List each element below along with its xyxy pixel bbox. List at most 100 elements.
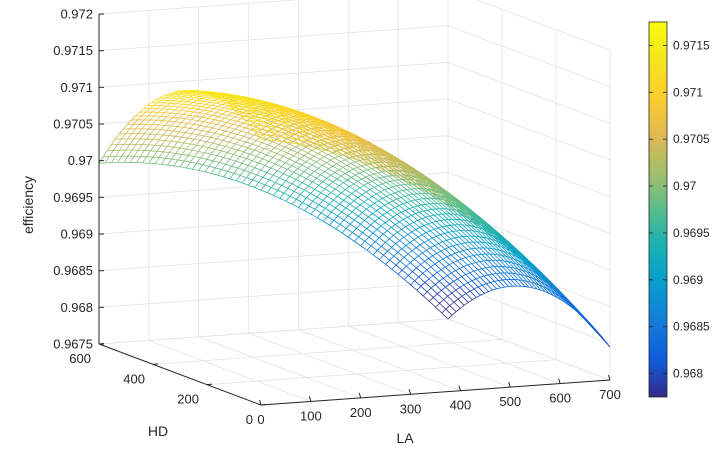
- mesh-line: [236, 102, 243, 105]
- mesh-line: [491, 238, 496, 242]
- mesh-line: [451, 209, 457, 211]
- mesh-line: [180, 107, 186, 111]
- mesh-line: [458, 251, 466, 258]
- mesh-line: [167, 158, 172, 166]
- x-axis-line: [260, 379, 611, 406]
- mesh-line: [472, 297, 477, 301]
- mesh-line: [368, 232, 374, 238]
- mesh-line: [341, 228, 347, 234]
- mesh-line: [350, 136, 355, 139]
- mesh-line: [399, 161, 404, 165]
- mesh-line: [456, 244, 464, 251]
- mesh-line: [377, 171, 383, 174]
- mesh-line: [313, 142, 321, 147]
- mesh-line: [178, 114, 184, 119]
- mesh-line: [443, 275, 448, 279]
- mesh-line: [432, 235, 437, 239]
- mesh-line: [480, 219, 485, 223]
- mesh-line: [282, 117, 287, 120]
- mesh-line: [348, 156, 354, 159]
- mesh-line: [464, 219, 471, 227]
- mesh-line: [459, 304, 465, 309]
- mesh-line: [299, 155, 304, 160]
- mesh-line: [321, 138, 326, 141]
- mesh-line: [152, 151, 158, 158]
- mesh-line: [357, 167, 364, 172]
- mesh-line: [332, 150, 337, 154]
- mesh-line: [356, 155, 364, 161]
- mesh-line: [407, 250, 413, 255]
- mesh-line: [367, 198, 375, 204]
- mesh-line: [318, 165, 323, 169]
- mesh-line: [291, 179, 297, 185]
- mesh-line: [431, 198, 438, 204]
- mesh-line: [306, 113, 311, 116]
- mesh-line: [211, 96, 216, 99]
- mesh-line: [439, 277, 444, 282]
- mesh-line: [142, 156, 148, 164]
- mesh-line: [550, 284, 556, 289]
- mesh-line: [355, 207, 363, 213]
- mesh-line: [156, 150, 164, 153]
- mesh-line: [388, 187, 395, 194]
- mesh-line: [266, 172, 274, 176]
- mesh-line: [538, 272, 543, 276]
- mesh-line: [267, 125, 274, 128]
- mesh-line: [170, 125, 178, 127]
- mesh-line: [442, 189, 448, 193]
- mesh-line: [452, 245, 460, 252]
- mesh-line: [275, 182, 282, 186]
- mesh-line: [256, 133, 262, 140]
- mesh-line: [172, 103, 177, 107]
- mesh-line: [222, 113, 229, 116]
- mesh-line: [342, 167, 350, 172]
- mesh-line: [387, 168, 393, 175]
- mesh-line: [453, 205, 459, 208]
- mesh-line: [136, 156, 141, 163]
- mesh-line: [201, 98, 208, 100]
- mesh-line: [350, 153, 355, 160]
- mesh-line: [569, 305, 574, 310]
- mesh-line: [260, 169, 268, 173]
- mesh-line: [378, 233, 384, 239]
- mesh-line: [211, 173, 218, 176]
- mesh-line: [412, 183, 420, 189]
- mesh-line: [427, 188, 432, 191]
- mesh-line: [330, 174, 338, 180]
- mesh-line: [399, 260, 407, 267]
- mesh-line: [157, 108, 163, 113]
- mesh-line: [401, 245, 407, 250]
- mesh-line: [347, 196, 355, 202]
- mesh-line: [379, 157, 386, 163]
- mesh-line: [397, 269, 403, 275]
- mesh-line: [308, 200, 314, 207]
- mesh-line: [223, 171, 229, 178]
- mesh-line: [226, 102, 233, 105]
- mesh-line: [310, 171, 315, 176]
- mesh-line: [342, 143, 347, 145]
- mesh-line: [384, 189, 391, 195]
- mesh-line: [193, 138, 201, 141]
- mesh-line: [394, 179, 399, 181]
- mesh-line: [207, 118, 215, 121]
- mesh-line: [268, 157, 274, 162]
- mesh-line: [429, 301, 436, 308]
- mesh-line: [415, 198, 420, 201]
- mesh-line: [354, 137, 359, 139]
- mesh-line: [257, 110, 264, 114]
- mesh-line: [466, 235, 474, 243]
- mesh-line: [324, 168, 329, 173]
- mesh-line: [219, 162, 226, 165]
- mesh-line: [246, 108, 252, 111]
- mesh-line: [500, 286, 505, 289]
- mesh-line: [422, 181, 430, 187]
- mesh-line: [291, 183, 299, 188]
- mesh-line: [373, 172, 378, 175]
- mesh-line: [301, 161, 307, 166]
- mesh-line: [441, 290, 448, 297]
- mesh-line: [507, 252, 513, 255]
- mesh-line: [213, 106, 219, 110]
- mesh-line: [334, 172, 342, 177]
- mesh-line: [284, 121, 289, 124]
- mesh-line: [403, 237, 411, 243]
